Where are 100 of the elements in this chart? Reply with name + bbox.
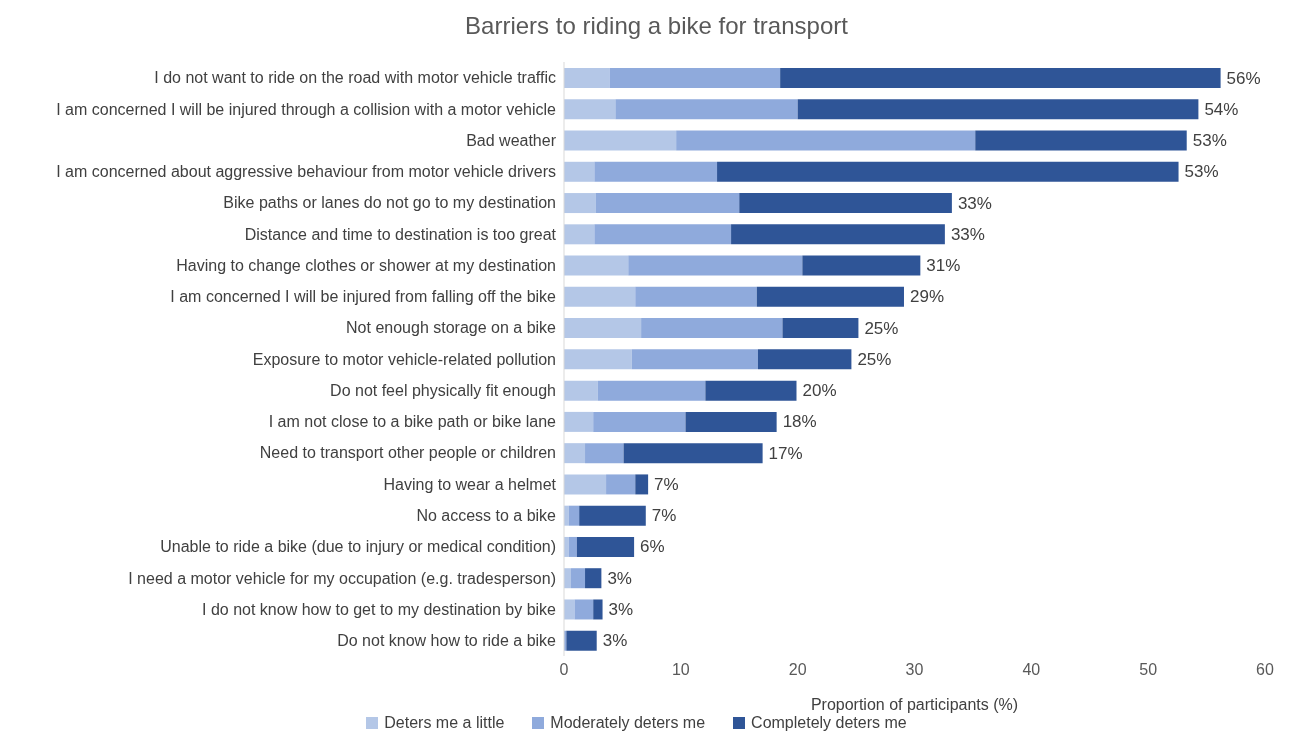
bar [579,505,646,526]
bar [593,599,603,620]
bar [564,161,595,182]
bar [585,568,602,589]
bar [564,130,677,151]
y-tick-label: Not enough storage on a bike [346,319,557,337]
total-label: 20% [802,381,837,401]
total-label: 33% [957,193,992,213]
x-tick-label: 0 [559,661,569,679]
bar [594,224,732,245]
y-tick-label: I need a motor vehicle for my occupation (e.g. tradesperson) [128,569,556,587]
bar [717,161,1179,182]
bar [576,536,635,557]
x-tick-label: 20 [788,661,807,679]
total-label: 7% [651,506,677,526]
y-tick-label: Bike paths or lanes do not go to my destination [223,194,556,212]
y-tick-label: I am concerned I will be injured through a collision with a motor vehicle [56,100,557,118]
total-label: 6% [640,537,665,557]
bar [564,443,586,464]
bar [628,255,803,276]
total-label: 54% [1204,99,1239,119]
bar [568,536,577,557]
bar [585,443,624,464]
total-label: 25% [857,349,892,369]
total-label: 53% [1192,131,1227,151]
total-label: 56% [1226,68,1261,88]
y-tick-label: Unable to ride a bike (due to injury or medical condition) [160,538,556,556]
bar [593,411,686,432]
bar [566,630,597,651]
bar [780,68,1221,88]
bar [564,349,632,370]
bar [782,318,859,339]
bar [975,130,1187,151]
legend-label: Deters me a little [384,714,505,732]
bar [564,599,575,620]
bar [564,224,595,245]
bar [594,161,718,182]
y-tick-label: Do not know how to ride a bike [337,632,557,650]
total-label: 3% [602,631,628,651]
x-tick-label: 50 [1139,661,1158,679]
bar [609,68,781,88]
bar [631,349,758,370]
bar [757,349,852,370]
bar [564,318,642,339]
bar [568,505,580,526]
y-tick-label: Need to transport other people or children [259,444,556,462]
bar [685,411,777,432]
total-label: 25% [864,318,899,338]
y-tick-label: I do not know how to get to my destination by bike [202,600,557,618]
total-label: 18% [782,412,817,432]
bar [756,286,904,307]
bar [641,318,783,339]
bar [564,255,629,276]
bar [676,130,976,151]
chart-title: Barriers to riding a bike for transport [464,11,849,41]
bar [564,68,610,88]
bar [595,193,740,214]
total-label: 17% [768,443,803,463]
y-tick-label: No access to a bike [416,507,557,524]
total-label: 3% [608,599,634,619]
total-label: 31% [926,256,961,276]
bar [635,286,757,307]
bar [564,286,636,307]
legend-label: Moderately deters me [550,714,706,732]
total-label: 7% [654,474,679,494]
bar [606,474,636,495]
x-axis-title: Proportion of participants (%) [810,696,1019,713]
y-tick-label: I am concerned I will be injured from falling off the bike [170,288,557,306]
total-label: 53% [1184,162,1219,182]
total-label: 33% [950,224,985,244]
y-tick-label: I am not close to a bike path or bike lane [268,413,557,431]
bar [615,99,798,120]
y-tick-label: Bad weather [466,131,557,149]
bar [635,474,649,495]
bar [564,474,607,495]
bar [802,255,921,276]
legend-label: Completely deters me [751,714,907,732]
total-label: 29% [909,287,945,307]
bar [623,443,763,464]
x-tick-label: 30 [905,661,924,679]
bar [731,224,945,245]
x-tick-label: 60 [1256,661,1274,679]
x-tick-label: 40 [1022,661,1041,679]
bar [564,411,594,432]
bar [564,193,596,214]
bar [564,380,598,401]
y-tick-label: Do not feel physically fit enough [330,381,556,399]
bar [564,99,616,120]
bar [571,568,586,589]
y-tick-label: I do not want to ride on the road with motor vehicle traffic [154,69,556,87]
total-label: 3% [607,568,632,588]
y-tick-label: Distance and time to destination is too great [244,225,557,243]
y-tick-label: I am concerned about aggressive behaviour from motor vehicle drivers [56,163,556,181]
bar [574,599,594,620]
y-tick-label: Exposure to motor vehicle-related pollution [252,350,556,368]
bar [797,99,1199,120]
y-tick-label: Having to wear a helmet [383,475,557,493]
bar [597,380,706,401]
bar [705,380,797,401]
bar [739,193,952,214]
